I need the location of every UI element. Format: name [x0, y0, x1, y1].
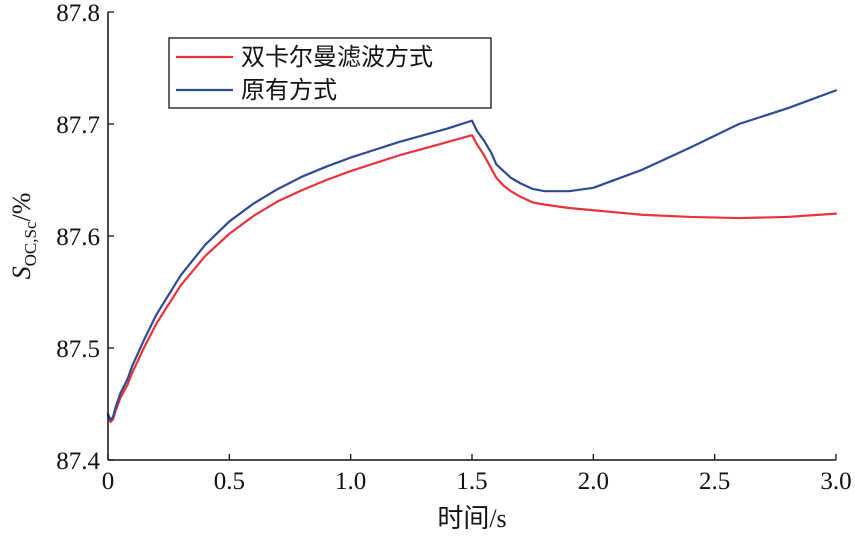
- y-axis-label-subscript: OC,Sc: [21, 221, 40, 266]
- legend: 双卡尔曼滤波方式 原有方式: [168, 37, 492, 109]
- y-tick-label: 87.5: [56, 336, 100, 363]
- y-tick-label: 87.6: [56, 224, 100, 251]
- y-tick-label: 87.4: [56, 448, 100, 475]
- x-tick-label: 0.5: [214, 468, 245, 495]
- y-axis-label-base: S: [7, 266, 36, 279]
- x-tick-label: 2.0: [578, 468, 609, 495]
- y-tick-label: 87.7: [56, 112, 100, 139]
- x-axis-label: 时间/s: [437, 504, 506, 533]
- x-tick-label: 0: [102, 468, 115, 495]
- legend-box: [168, 37, 492, 109]
- y-axis-label-suffix: /%: [7, 193, 36, 222]
- legend-label-1: 原有方式: [241, 76, 337, 104]
- y-ticks: 87.4 87.5 87.6 87.7 87.8: [56, 0, 114, 475]
- legend-label-0: 双卡尔曼滤波方式: [241, 43, 433, 71]
- x-tick-label: 1.0: [335, 468, 366, 495]
- series-line-1: [106, 89, 838, 421]
- x-tick-label: 3.0: [820, 468, 851, 495]
- y-axis-label: SOC,Sc/%: [7, 193, 40, 280]
- x-tick-label: 2.5: [699, 468, 730, 495]
- x-ticks: 0 0.5 1.0 1.5 2.0 2.5 3.0: [102, 454, 852, 495]
- y-tick-label: 87.8: [56, 0, 100, 27]
- plot-lines: [106, 89, 838, 424]
- x-tick-label: 1.5: [456, 468, 487, 495]
- series-line-0: [106, 134, 838, 424]
